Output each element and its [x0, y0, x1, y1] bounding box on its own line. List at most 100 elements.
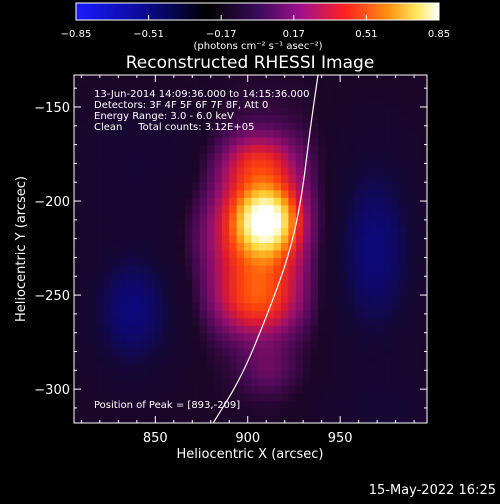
- heatmap-cell: [384, 377, 393, 386]
- heatmap-cell: [280, 152, 289, 161]
- heatmap-cell: [184, 377, 193, 386]
- heatmap-cell: [229, 340, 238, 349]
- heatmap-cell: [384, 212, 393, 221]
- heatmap-cell: [288, 392, 297, 402]
- heatmap-cell: [266, 325, 275, 334]
- heatmap-cell: [118, 325, 127, 334]
- heatmap-cell: [347, 407, 356, 417]
- heatmap-cell: [295, 167, 304, 176]
- heatmap-cell: [170, 272, 179, 281]
- heatmap-cell: [377, 189, 386, 198]
- heatmap-cell: [258, 106, 267, 116]
- heatmap-cell: [340, 362, 349, 371]
- heatmap-cell: [244, 385, 253, 394]
- heatmap-cell: [332, 302, 341, 311]
- heatmap-cell: [192, 167, 201, 176]
- heatmap-cell: [133, 272, 142, 281]
- heatmap-cell: [280, 347, 289, 356]
- heatmap-cell: [295, 310, 304, 319]
- heatmap-cell: [118, 212, 127, 221]
- colorbar-tick-label: 0.17: [283, 29, 305, 40]
- heatmap-cell: [118, 75, 127, 78]
- heatmap-cell: [110, 400, 119, 409]
- axis-ticks: 850 900 950−150−200−250−300: [34, 75, 427, 446]
- heatmap-cell: [354, 167, 363, 176]
- heatmap-cell: [406, 400, 415, 409]
- heatmap-cell: [421, 370, 427, 379]
- heatmap-cell: [384, 257, 393, 266]
- heatmap-cell: [236, 340, 245, 349]
- heatmap-cell: [162, 400, 171, 409]
- heatmap-cell: [273, 415, 282, 423]
- heatmap-cell: [147, 152, 156, 161]
- heatmap-cell: [177, 204, 186, 213]
- heatmap-cell: [103, 182, 112, 191]
- heatmap-cell: [244, 189, 253, 198]
- heatmap-cell: [362, 159, 371, 168]
- heatmap-cell: [310, 400, 319, 409]
- heatmap-cell: [391, 257, 400, 266]
- heatmap-cell: [244, 302, 253, 311]
- heatmap-cell: [332, 340, 341, 349]
- heatmap-cell: [266, 189, 275, 198]
- heatmap-cell: [340, 415, 349, 423]
- heatmap-cell: [317, 152, 326, 161]
- heatmap-cell: [369, 242, 378, 251]
- heatmap-cell: [81, 302, 90, 311]
- heatmap-cell: [155, 212, 164, 221]
- heatmap-cell: [170, 317, 179, 326]
- heatmap-cell: [155, 355, 164, 364]
- heatmap-cell: [162, 287, 171, 296]
- heatmap-cell: [303, 355, 312, 364]
- heatmap-cell: [399, 152, 408, 161]
- heatmap-cell: [295, 317, 304, 326]
- heatmap-cell: [229, 295, 238, 304]
- heatmap-cell: [406, 287, 415, 296]
- heatmap-cell: [96, 227, 105, 236]
- heatmap-cell: [214, 310, 223, 319]
- heatmap-cell: [347, 264, 356, 274]
- heatmap-cell: [74, 415, 82, 423]
- heatmap-cell: [155, 75, 164, 78]
- heatmap-cell: [258, 377, 267, 386]
- heatmap-cell: [177, 407, 186, 417]
- heatmap-cell: [347, 257, 356, 266]
- heatmap-cell: [155, 249, 164, 259]
- heatmap-cell: [354, 332, 363, 341]
- y-tick-label: −250: [34, 289, 70, 304]
- heatmap-cell: [81, 189, 90, 198]
- heatmap-cell: [81, 182, 90, 191]
- heatmap-cell: [317, 144, 326, 153]
- heatmap-cell: [391, 355, 400, 364]
- heatmap-cell: [162, 152, 171, 161]
- heatmap-cell: [170, 76, 179, 85]
- heatmap-cell: [147, 257, 156, 266]
- heatmap-cell: [118, 347, 127, 356]
- heatmap-cell: [384, 174, 393, 183]
- heatmap-cell: [140, 76, 149, 85]
- heatmap-cell: [317, 347, 326, 356]
- heatmap-cell: [384, 415, 393, 423]
- heatmap-cell: [399, 392, 408, 402]
- heatmap-cell: [421, 106, 427, 116]
- heatmap-cell: [162, 340, 171, 349]
- heatmap-cell: [236, 137, 245, 146]
- heatmap-cell: [273, 362, 282, 371]
- heatmap-cell: [184, 272, 193, 281]
- heatmap-cell: [288, 75, 297, 78]
- heatmap-cell: [303, 129, 312, 138]
- heatmap-cell: [273, 340, 282, 349]
- heatmap-cell: [288, 197, 297, 206]
- heatmap-cell: [125, 219, 134, 228]
- heatmap-cell: [229, 257, 238, 266]
- heatmap-cell: [162, 249, 171, 259]
- heatmap-cell: [147, 84, 156, 93]
- heatmap-cell: [303, 332, 312, 341]
- heatmap-cell: [140, 137, 149, 146]
- heatmap-cell: [414, 122, 423, 131]
- heatmap-cell: [110, 310, 119, 319]
- heatmap-cell: [177, 415, 186, 423]
- heatmap-cell: [310, 152, 319, 161]
- heatmap-cell: [184, 317, 193, 326]
- heatmap-cell: [244, 242, 253, 251]
